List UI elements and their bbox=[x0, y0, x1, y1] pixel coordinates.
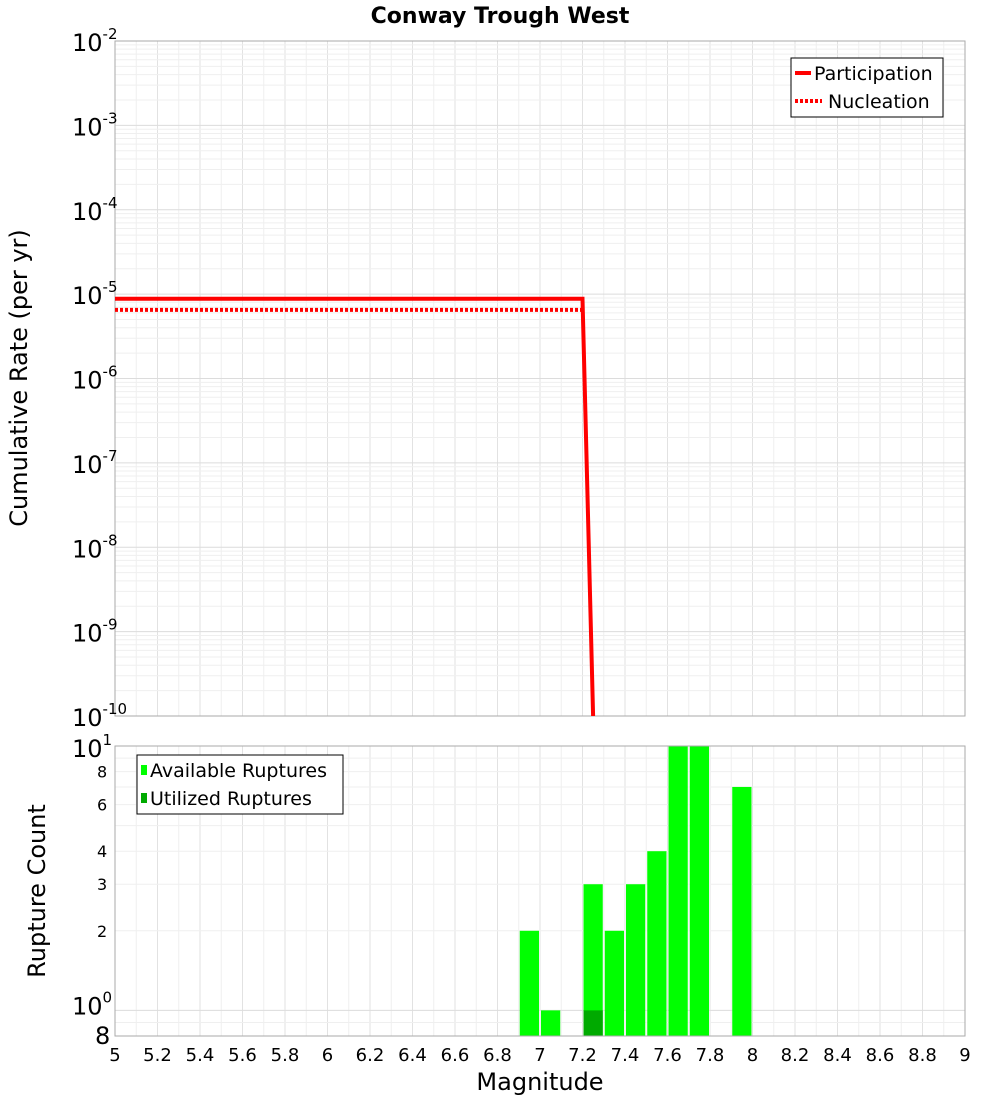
top-y-tick-label: 10-2 bbox=[72, 25, 118, 57]
bottom-y-tick-label: 101 bbox=[72, 731, 112, 763]
bottom-legend-box bbox=[136, 754, 344, 815]
x-tick-label: 5.6 bbox=[228, 1045, 257, 1066]
x-tick-label: 6.6 bbox=[441, 1045, 470, 1066]
bottom-legend: Available Ruptures Utilized Ruptures bbox=[136, 754, 344, 815]
top-plot-grid bbox=[114, 41, 966, 717]
top-y-tick-label: 10-6 bbox=[72, 363, 118, 395]
x-tick-label: 5.8 bbox=[271, 1045, 300, 1066]
bottom-y-tick-label: 2 bbox=[97, 922, 107, 941]
legend-nucleation-label: Nucleation bbox=[828, 91, 930, 113]
top-series-lines bbox=[115, 296, 596, 717]
available-rupture-bar bbox=[583, 884, 603, 1036]
x-tick-label: 6.4 bbox=[398, 1045, 427, 1066]
x-tick-label: 9 bbox=[959, 1045, 970, 1066]
available-rupture-bar bbox=[668, 746, 688, 1036]
x-tick-label: 6.2 bbox=[356, 1045, 385, 1066]
available-rupture-bar bbox=[626, 884, 646, 1036]
available-rupture-bar bbox=[732, 786, 752, 1036]
x-tick-label: 7.4 bbox=[611, 1045, 640, 1066]
legend-utilized-swatch bbox=[141, 793, 147, 803]
x-tick-label: 5 bbox=[109, 1045, 120, 1066]
available-rupture-bar bbox=[689, 746, 709, 1036]
legend-participation-label: Participation bbox=[814, 63, 933, 85]
top-y-tick-label: 10-7 bbox=[72, 447, 118, 479]
x-tick-label: 8.8 bbox=[908, 1045, 937, 1066]
x-tick-label: 5.4 bbox=[186, 1045, 215, 1066]
x-tick-label: 7 bbox=[534, 1045, 545, 1066]
bottom-y-tick-label: 8 bbox=[97, 763, 107, 782]
x-tick-label: 6.8 bbox=[483, 1045, 512, 1066]
bottom-y-tick-label: 3 bbox=[97, 875, 107, 894]
legend-available-label: Available Ruptures bbox=[150, 760, 327, 782]
x-tick-label: 8.2 bbox=[781, 1045, 810, 1066]
bottom-y-tick-label: 8 bbox=[95, 1022, 110, 1050]
x-tick-label: 7.6 bbox=[653, 1045, 682, 1066]
top-y-tick-label: 10-4 bbox=[72, 194, 118, 226]
series-participation bbox=[115, 296, 596, 717]
top-y-ticks: 10-2 10-3 10-4 10-5 10-6 10-7 10-8 10-9 10-10 bbox=[72, 25, 127, 732]
x-tick-label: 7.8 bbox=[696, 1045, 725, 1066]
x-tick-label: 8 bbox=[747, 1045, 758, 1066]
top-y-tick-label: 10-5 bbox=[72, 278, 118, 310]
top-y-axis-label: Cumulative Rate (per yr) bbox=[5, 229, 33, 527]
top-y-tick-label: 10-10 bbox=[72, 700, 127, 732]
x-tick-label: 8.4 bbox=[823, 1045, 852, 1066]
x-tick-label: 6 bbox=[322, 1045, 333, 1066]
bottom-plot-frame bbox=[114, 745, 966, 1037]
x-tick-label: 7.2 bbox=[568, 1045, 597, 1066]
x-tick-label: 5.2 bbox=[143, 1045, 172, 1066]
bottom-y-tick-label: 4 bbox=[97, 842, 107, 861]
utilized-rupture-bar bbox=[583, 1010, 603, 1036]
x-axis-label: Magnitude bbox=[476, 1068, 603, 1096]
bottom-bars bbox=[519, 746, 752, 1036]
legend-utilized-label: Utilized Ruptures bbox=[150, 788, 312, 810]
top-legend-box bbox=[790, 57, 944, 118]
bottom-y-tick-label: 100 bbox=[72, 988, 112, 1020]
bottom-y-tick-label: 6 bbox=[97, 796, 107, 815]
available-rupture-bar bbox=[519, 930, 539, 1036]
top-y-tick-label: 10-3 bbox=[72, 109, 118, 141]
x-tick-label: 8.6 bbox=[866, 1045, 895, 1066]
legend-available-swatch bbox=[141, 765, 147, 775]
top-y-tick-label: 10-9 bbox=[72, 616, 118, 648]
chart-title: Conway Trough West bbox=[371, 4, 630, 29]
top-legend: Participation Nucleation bbox=[790, 57, 944, 118]
x-ticks: 5 5.2 5.4 5.6 5.8 6 6.2 6.4 6.6 6.8 7 7.2 7.4 7.6 7.8 8… bbox=[109, 1045, 970, 1066]
top-y-tick-label: 10-8 bbox=[72, 531, 118, 563]
available-rupture-bar bbox=[604, 930, 624, 1036]
bottom-y-axis-label: Rupture Count bbox=[23, 804, 51, 978]
available-rupture-bar bbox=[647, 851, 667, 1036]
top-plot-frame bbox=[114, 40, 966, 717]
available-rupture-bar bbox=[541, 1010, 561, 1036]
